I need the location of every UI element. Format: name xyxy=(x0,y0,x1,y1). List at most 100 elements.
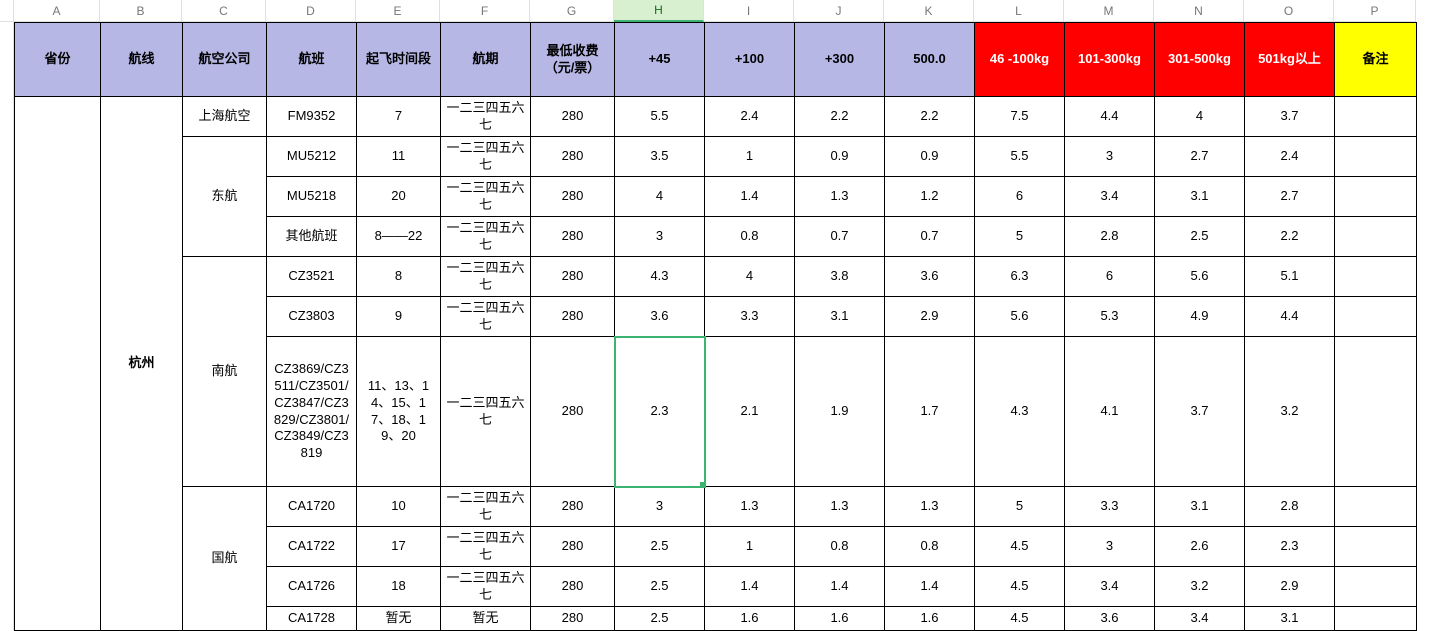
province-cell[interactable] xyxy=(15,97,101,631)
price-45-cell[interactable]: 2.5 xyxy=(615,607,705,631)
flight-cell[interactable]: CA1728 xyxy=(267,607,357,631)
weight-301-500-cell[interactable]: 3.7 xyxy=(1155,337,1245,487)
weight-301-500-cell[interactable]: 3.1 xyxy=(1155,177,1245,217)
weight-501-cell[interactable]: 3.7 xyxy=(1245,97,1335,137)
price-100-cell[interactable]: 3.3 xyxy=(705,297,795,337)
header-cell[interactable]: 301-500kg xyxy=(1155,23,1245,97)
period-cell[interactable]: 一二三四五六七 xyxy=(441,487,531,527)
weight-101-300-cell[interactable]: 3.4 xyxy=(1065,567,1155,607)
min-fee-cell[interactable]: 280 xyxy=(531,257,615,297)
price-300-cell[interactable]: 1.4 xyxy=(795,567,885,607)
column-header-H[interactable]: H xyxy=(614,0,704,22)
price-300-cell[interactable]: 3.1 xyxy=(795,297,885,337)
flight-cell[interactable]: CZ3803 xyxy=(267,297,357,337)
column-header-C[interactable]: C xyxy=(182,0,266,22)
price-45-cell[interactable]: 2.3 xyxy=(615,337,705,487)
weight-101-300-cell[interactable]: 2.8 xyxy=(1065,217,1155,257)
column-header-E[interactable]: E xyxy=(356,0,440,22)
min-fee-cell[interactable]: 280 xyxy=(531,337,615,487)
weight-46-100-cell[interactable]: 4.5 xyxy=(975,567,1065,607)
weight-301-500-cell[interactable]: 3.4 xyxy=(1155,607,1245,631)
weight-301-500-cell[interactable]: 4.9 xyxy=(1155,297,1245,337)
column-header-L[interactable]: L xyxy=(974,0,1064,22)
price-500-cell[interactable]: 2.2 xyxy=(885,97,975,137)
column-header-M[interactable]: M xyxy=(1064,0,1154,22)
column-header-B[interactable]: B xyxy=(100,0,182,22)
price-300-cell[interactable]: 2.2 xyxy=(795,97,885,137)
min-fee-cell[interactable]: 280 xyxy=(531,607,615,631)
price-45-cell[interactable]: 3 xyxy=(615,217,705,257)
remark-cell[interactable] xyxy=(1335,137,1417,177)
price-100-cell[interactable]: 1.4 xyxy=(705,567,795,607)
price-100-cell[interactable]: 2.1 xyxy=(705,337,795,487)
min-fee-cell[interactable]: 280 xyxy=(531,137,615,177)
weight-46-100-cell[interactable]: 5 xyxy=(975,487,1065,527)
weight-46-100-cell[interactable]: 4.5 xyxy=(975,607,1065,631)
weight-501-cell[interactable]: 2.2 xyxy=(1245,217,1335,257)
header-cell[interactable]: +300 xyxy=(795,23,885,97)
flight-cell[interactable]: CZ3869/CZ3511/CZ3501/CZ3847/CZ3829/CZ380… xyxy=(267,337,357,487)
period-cell[interactable]: 一二三四五六七 xyxy=(441,137,531,177)
min-fee-cell[interactable]: 280 xyxy=(531,217,615,257)
weight-301-500-cell[interactable]: 2.5 xyxy=(1155,217,1245,257)
flight-cell[interactable]: CZ3521 xyxy=(267,257,357,297)
header-cell[interactable]: 起飞时间段 xyxy=(357,23,441,97)
column-header-P[interactable]: P xyxy=(1334,0,1416,22)
airline-cell[interactable]: 东航 xyxy=(183,137,267,257)
period-cell[interactable]: 一二三四五六七 xyxy=(441,567,531,607)
price-500-cell[interactable]: 2.9 xyxy=(885,297,975,337)
weight-101-300-cell[interactable]: 3.3 xyxy=(1065,487,1155,527)
period-cell[interactable]: 一二三四五六七 xyxy=(441,297,531,337)
min-fee-cell[interactable]: 280 xyxy=(531,567,615,607)
weight-301-500-cell[interactable]: 3.2 xyxy=(1155,567,1245,607)
price-45-cell[interactable]: 4.3 xyxy=(615,257,705,297)
time-slot-cell[interactable]: 11 xyxy=(357,137,441,177)
min-fee-cell[interactable]: 280 xyxy=(531,297,615,337)
weight-101-300-cell[interactable]: 4.4 xyxy=(1065,97,1155,137)
weight-101-300-cell[interactable]: 5.3 xyxy=(1065,297,1155,337)
price-300-cell[interactable]: 1.3 xyxy=(795,177,885,217)
time-slot-cell[interactable]: 11、13、14、15、17、18、19、20 xyxy=(357,337,441,487)
weight-101-300-cell[interactable]: 3 xyxy=(1065,527,1155,567)
header-cell[interactable]: 航期 xyxy=(441,23,531,97)
remark-cell[interactable] xyxy=(1335,177,1417,217)
column-header-D[interactable]: D xyxy=(266,0,356,22)
time-slot-cell[interactable]: 8——22 xyxy=(357,217,441,257)
price-45-cell[interactable]: 3.6 xyxy=(615,297,705,337)
period-cell[interactable]: 一二三四五六七 xyxy=(441,257,531,297)
weight-501-cell[interactable]: 2.8 xyxy=(1245,487,1335,527)
price-300-cell[interactable]: 3.8 xyxy=(795,257,885,297)
min-fee-cell[interactable]: 280 xyxy=(531,97,615,137)
remark-cell[interactable] xyxy=(1335,217,1417,257)
header-cell[interactable]: +100 xyxy=(705,23,795,97)
remark-cell[interactable] xyxy=(1335,527,1417,567)
header-cell[interactable]: 101-300kg xyxy=(1065,23,1155,97)
period-cell[interactable]: 一二三四五六七 xyxy=(441,527,531,567)
period-cell[interactable]: 一二三四五六七 xyxy=(441,337,531,487)
flight-cell[interactable]: CA1720 xyxy=(267,487,357,527)
price-45-cell[interactable]: 2.5 xyxy=(615,527,705,567)
price-100-cell[interactable]: 1 xyxy=(705,527,795,567)
price-300-cell[interactable]: 1.9 xyxy=(795,337,885,487)
weight-101-300-cell[interactable]: 3 xyxy=(1065,137,1155,177)
price-500-cell[interactable]: 3.6 xyxy=(885,257,975,297)
weight-501-cell[interactable]: 3.1 xyxy=(1245,607,1335,631)
price-100-cell[interactable]: 1.4 xyxy=(705,177,795,217)
remark-cell[interactable] xyxy=(1335,487,1417,527)
weight-501-cell[interactable]: 5.1 xyxy=(1245,257,1335,297)
weight-46-100-cell[interactable]: 6.3 xyxy=(975,257,1065,297)
weight-301-500-cell[interactable]: 2.6 xyxy=(1155,527,1245,567)
time-slot-cell[interactable]: 10 xyxy=(357,487,441,527)
price-500-cell[interactable]: 1.2 xyxy=(885,177,975,217)
weight-501-cell[interactable]: 4.4 xyxy=(1245,297,1335,337)
route-cell[interactable]: 杭州 xyxy=(101,97,183,631)
weight-301-500-cell[interactable]: 4 xyxy=(1155,97,1245,137)
airline-cell[interactable]: 南航 xyxy=(183,257,267,487)
remark-cell[interactable] xyxy=(1335,257,1417,297)
remark-cell[interactable] xyxy=(1335,337,1417,487)
price-500-cell[interactable]: 1.3 xyxy=(885,487,975,527)
time-slot-cell[interactable]: 8 xyxy=(357,257,441,297)
flight-cell[interactable]: 其他航班 xyxy=(267,217,357,257)
column-header-K[interactable]: K xyxy=(884,0,974,22)
flight-cell[interactable]: CA1722 xyxy=(267,527,357,567)
